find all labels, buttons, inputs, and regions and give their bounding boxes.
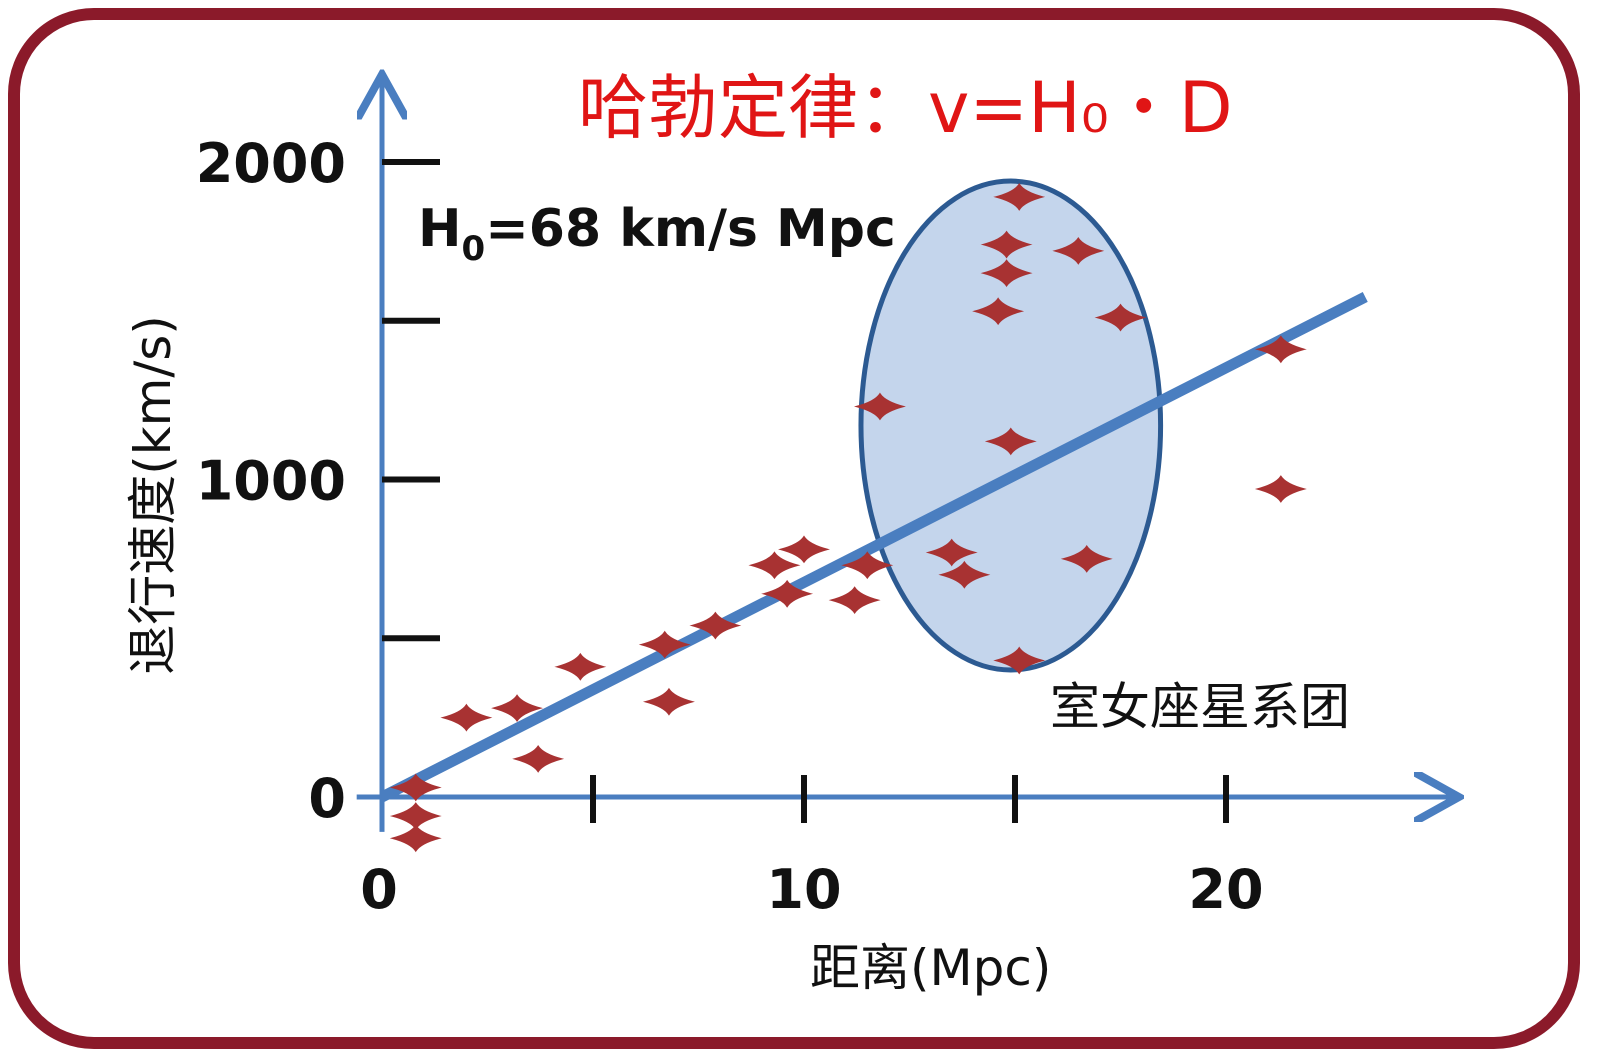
virgo-cluster-label: 室女座星系团 bbox=[1050, 678, 1350, 736]
data-point-18 bbox=[938, 560, 991, 589]
data-point-3 bbox=[389, 824, 442, 853]
data-point-6 bbox=[512, 744, 565, 773]
y-tick-label-1000: 1000 bbox=[196, 450, 346, 513]
data-point-7 bbox=[554, 652, 607, 681]
hubble-constant-annotation: H0=68 km/s Mpc bbox=[418, 199, 896, 269]
x-axis-title: 距离(Mpc) bbox=[810, 939, 1051, 997]
data-point-29 bbox=[1254, 475, 1307, 503]
data-point-28 bbox=[1254, 335, 1307, 364]
data-point-24 bbox=[1052, 236, 1105, 265]
x-axis-tick-labels: 0 10 20 bbox=[360, 858, 1263, 921]
data-point-27 bbox=[993, 646, 1046, 675]
chart-frame bbox=[8, 8, 1580, 1049]
data-point-15 bbox=[841, 551, 894, 580]
data-point-17 bbox=[925, 538, 978, 567]
y-tick-label-2000: 2000 bbox=[196, 132, 346, 195]
chart-title: 哈勃定律：v=H₀・D bbox=[578, 67, 1233, 149]
data-point-12 bbox=[778, 535, 830, 564]
data-point-2 bbox=[389, 802, 442, 830]
data-point-25 bbox=[1094, 303, 1147, 332]
data-point-16 bbox=[853, 392, 906, 421]
data-point-20 bbox=[972, 297, 1025, 326]
x-tick-label-10: 10 bbox=[766, 858, 841, 921]
data-point-14 bbox=[828, 586, 881, 615]
data-point-1 bbox=[389, 773, 442, 802]
galaxy-data-points bbox=[389, 182, 1307, 853]
data-point-10 bbox=[689, 611, 742, 640]
data-point-13 bbox=[761, 579, 814, 608]
data-point-4 bbox=[440, 703, 493, 732]
data-point-11 bbox=[748, 551, 801, 580]
x-axis-ticks bbox=[590, 775, 1229, 823]
data-point-19 bbox=[984, 427, 1037, 456]
h0-symbol: H bbox=[418, 199, 462, 259]
y-tick-label-0: 0 bbox=[308, 767, 346, 830]
y-axis-title: 退行速度(km/s) bbox=[124, 315, 182, 675]
y-axis-tick-labels: 0 1000 2000 bbox=[196, 132, 346, 830]
data-point-23 bbox=[993, 182, 1046, 211]
data-point-26 bbox=[1060, 544, 1113, 573]
h0-value: =68 km/s Mpc bbox=[485, 199, 896, 259]
h0-subscript: 0 bbox=[462, 229, 486, 269]
data-point-9 bbox=[642, 687, 695, 716]
x-tick-label-0: 0 bbox=[360, 858, 398, 921]
y-axis-ticks bbox=[382, 159, 440, 642]
data-point-5 bbox=[491, 694, 544, 723]
data-point-21 bbox=[980, 259, 1033, 288]
data-point-8 bbox=[638, 630, 691, 659]
hubble-fit-line bbox=[379, 292, 1368, 802]
data-point-22 bbox=[980, 230, 1033, 259]
x-tick-label-20: 20 bbox=[1188, 858, 1263, 921]
